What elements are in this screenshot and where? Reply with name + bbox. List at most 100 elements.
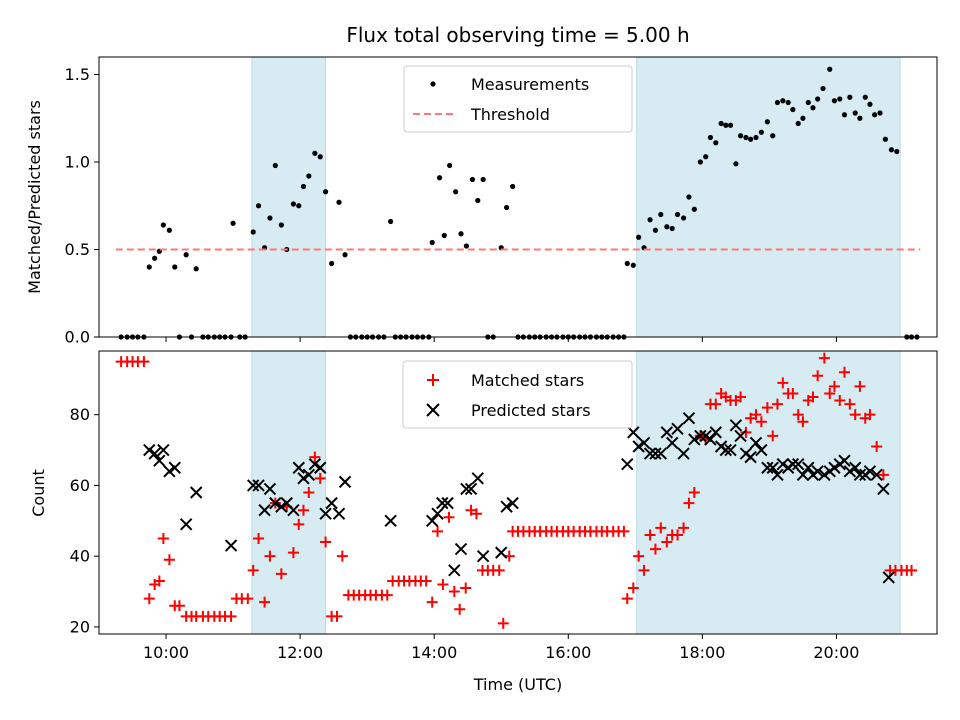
measurements-point xyxy=(317,154,323,160)
matched-stars-point xyxy=(824,387,836,399)
matched-stars-point xyxy=(336,550,348,562)
matched-stars-point xyxy=(638,564,650,576)
predicted-stars-point xyxy=(694,429,707,443)
predicted-stars-point xyxy=(143,443,156,457)
matched-stars-point xyxy=(871,441,883,453)
measurements-point xyxy=(458,231,464,237)
top-axes-frame xyxy=(98,56,938,338)
bottom-y-tick-label: 60 xyxy=(70,476,90,495)
top-legend-box xyxy=(403,65,633,133)
x-tick-label: 10:00 xyxy=(143,643,189,662)
matched-stars-point xyxy=(264,550,276,562)
predicted-stars-point xyxy=(786,457,800,471)
predicted-stars-point xyxy=(464,482,478,496)
x-tick-label: 14:00 xyxy=(411,643,457,662)
matched-stars-point xyxy=(633,550,645,562)
predicted-stars-point xyxy=(454,542,468,556)
matched-stars-point xyxy=(750,409,762,421)
top-y-tick-label: 0.5 xyxy=(65,240,90,259)
predicted-stars-point xyxy=(766,461,779,474)
measurements-point xyxy=(447,162,453,169)
measurements-point xyxy=(278,222,284,228)
predicted-stars-point xyxy=(258,503,271,517)
predicted-stars-point xyxy=(263,482,277,496)
measurements-point xyxy=(658,211,664,218)
matched-stars-point xyxy=(293,518,305,530)
measurements-point xyxy=(713,140,719,146)
matched-stars-point xyxy=(173,600,185,612)
measurements-point xyxy=(780,98,786,104)
measurements-point xyxy=(867,101,873,107)
measurements-point xyxy=(743,134,749,141)
matched-stars-point xyxy=(740,426,752,438)
predicted-stars-point xyxy=(853,468,867,482)
predicted-stars-point xyxy=(297,472,310,485)
predicted-stars-point xyxy=(384,514,397,528)
predicted-stars-point xyxy=(506,496,519,510)
measurements-point xyxy=(272,162,278,169)
predicted-stars-point xyxy=(246,479,260,492)
matched-stars-point xyxy=(854,380,866,392)
matched-stars-point xyxy=(627,582,639,594)
measurements-point xyxy=(480,176,486,183)
top-shaded-region xyxy=(251,56,327,338)
measurements-point xyxy=(707,134,714,141)
predicted-stars-point xyxy=(665,436,679,450)
predicted-stars-point xyxy=(338,475,352,489)
measurements-point xyxy=(436,175,443,181)
predicted-stars-point xyxy=(448,564,461,577)
predicted-stars-point xyxy=(471,472,484,485)
measurements-point xyxy=(160,222,166,228)
measurements-point xyxy=(429,239,435,246)
top-y-tick-label: 1.5 xyxy=(65,65,90,84)
predicted-stars-point xyxy=(877,482,890,496)
measurements-point xyxy=(504,204,510,211)
matched-stars-point xyxy=(797,416,809,428)
predicted-stars-point xyxy=(671,422,684,436)
predicted-stars-point xyxy=(811,465,824,478)
measurements-point xyxy=(152,255,158,261)
measurements-point xyxy=(790,106,796,113)
legend-measurements-label: Measurements xyxy=(471,75,589,94)
matched-stars-point xyxy=(275,568,287,580)
measurements-point xyxy=(758,129,764,135)
matched-stars-point xyxy=(493,564,505,576)
matched-stars-point xyxy=(297,504,309,516)
matched-stars-point xyxy=(877,469,889,481)
predicted-stars-point xyxy=(724,443,737,457)
matched-stars-point xyxy=(303,487,315,498)
predicted-stars-point xyxy=(704,433,717,446)
predicted-stars-point xyxy=(163,465,176,478)
matched-stars-point xyxy=(138,356,150,368)
measurements-point xyxy=(624,260,630,267)
predicted-stars-point xyxy=(157,443,170,457)
predicted-stars-point xyxy=(275,500,288,513)
measurements-point xyxy=(636,234,642,240)
matched-stars-point xyxy=(331,610,343,622)
predicted-stars-point xyxy=(627,426,640,439)
legend-predicted-label: Predicted stars xyxy=(471,401,591,420)
predicted-stars-point xyxy=(308,457,322,471)
measurements-point xyxy=(463,243,469,249)
predicted-stars-point xyxy=(882,571,895,584)
measurements-point xyxy=(841,112,848,118)
matched-stars-point xyxy=(767,430,779,442)
predicted-stars-point xyxy=(771,468,784,482)
measurements-point xyxy=(647,217,653,223)
predicted-stars-point xyxy=(500,500,513,513)
predicted-stars-point xyxy=(818,468,831,482)
matched-stars-point xyxy=(649,543,661,555)
matched-stars-point xyxy=(710,398,722,410)
matched-stars-point xyxy=(448,586,460,598)
matched-stars-point xyxy=(906,564,918,576)
measurements-point xyxy=(146,264,152,270)
measurements-point xyxy=(166,227,172,233)
measurements-point xyxy=(255,203,262,209)
matched-stars-point xyxy=(309,451,321,463)
predicted-stars-point xyxy=(441,496,454,510)
matched-stars-point xyxy=(818,352,830,364)
matched-stars-point xyxy=(672,529,684,541)
predicted-stars-point xyxy=(849,461,862,474)
predicted-stars-point xyxy=(660,426,674,439)
